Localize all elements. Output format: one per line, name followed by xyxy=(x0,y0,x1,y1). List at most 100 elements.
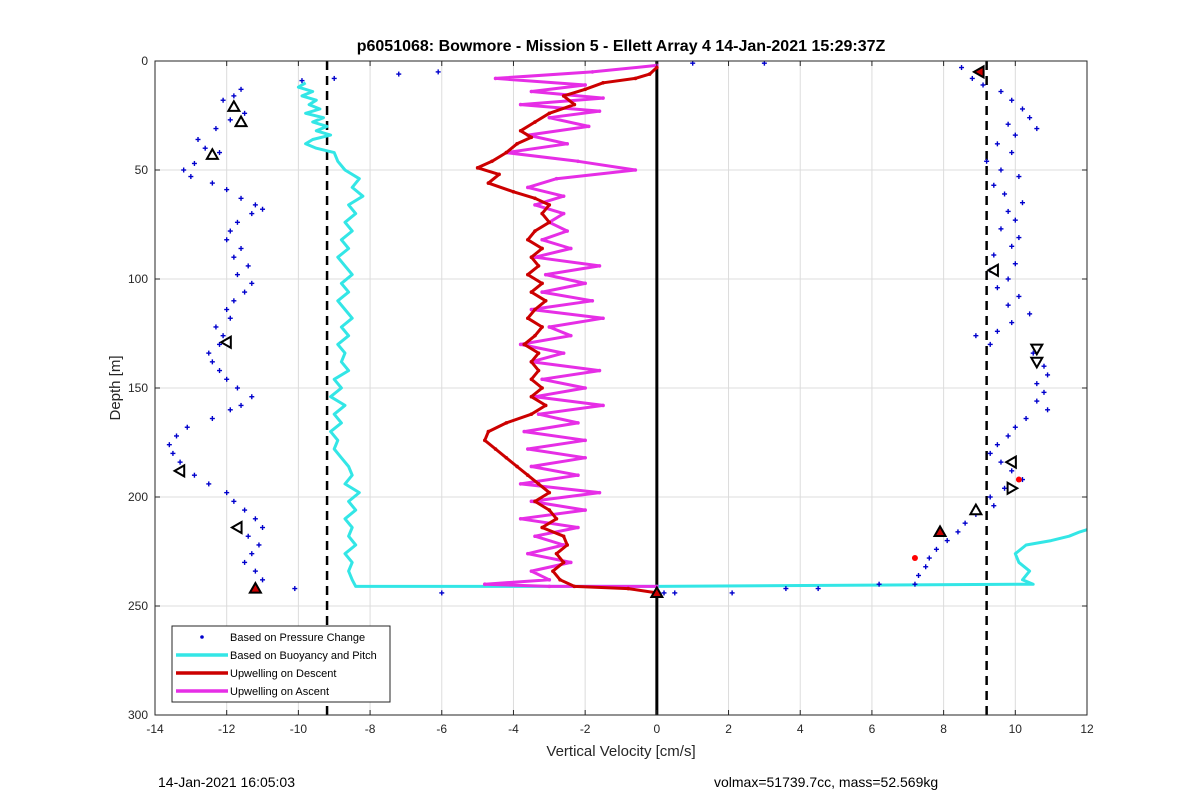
series-point-3 xyxy=(601,316,605,321)
pressure-change-point xyxy=(994,285,1000,291)
pressure-change-point xyxy=(260,525,266,531)
pressure-change-point xyxy=(1009,320,1015,326)
pressure-change-point xyxy=(206,350,212,356)
series-point-3 xyxy=(540,377,544,382)
x-tick-label: -4 xyxy=(508,722,519,736)
series-point-2 xyxy=(482,438,487,443)
triangle-marker xyxy=(1006,481,1020,496)
series-point-3 xyxy=(590,299,595,303)
triangle-marker xyxy=(968,502,984,516)
series-point-3 xyxy=(601,96,605,100)
pressure-change-point xyxy=(1009,150,1015,156)
series-point-2 xyxy=(533,307,537,312)
series-point-2 xyxy=(533,196,537,201)
pressure-change-point xyxy=(991,503,997,509)
series-point-2 xyxy=(540,281,544,286)
pressure-change-point xyxy=(1012,424,1018,430)
series-point-3 xyxy=(533,534,537,539)
y-tick-label: 300 xyxy=(128,708,148,722)
series-point-2 xyxy=(547,111,552,116)
pressure-change-point xyxy=(761,60,767,66)
legend-label-1: Based on Buoyancy and Pitch xyxy=(230,650,377,662)
x-tick-label: 10 xyxy=(1009,722,1023,736)
series-point-2 xyxy=(490,159,494,164)
x-tick-label: -2 xyxy=(580,722,591,736)
x-tick-label: -8 xyxy=(365,722,376,736)
pressure-change-point xyxy=(994,328,1000,334)
pressure-change-point xyxy=(234,219,240,225)
pressure-change-point xyxy=(249,211,255,217)
pressure-change-point xyxy=(224,490,230,496)
series-point-2 xyxy=(572,584,577,589)
pressure-change-point xyxy=(181,167,187,173)
series-point-3 xyxy=(493,76,498,81)
series-line-1 xyxy=(296,81,1088,588)
pressure-change-point xyxy=(231,498,237,504)
pressure-change-point xyxy=(231,93,237,99)
series-point-3 xyxy=(565,229,570,233)
pressure-change-point xyxy=(661,590,667,596)
series-point-2 xyxy=(497,172,501,177)
pressure-change-point xyxy=(174,433,180,439)
pressure-change-point xyxy=(672,590,678,596)
pressure-change-point xyxy=(1009,97,1015,103)
pressure-change-point xyxy=(238,245,244,251)
pressure-change-point xyxy=(1005,276,1011,282)
pressure-change-point xyxy=(231,298,237,304)
series-point-2 xyxy=(561,94,566,98)
series-point-2 xyxy=(511,190,516,194)
series-point-3 xyxy=(526,447,530,451)
series-point-2 xyxy=(601,81,605,85)
x-tick-label: -10 xyxy=(290,722,308,736)
pressure-change-point xyxy=(1034,126,1040,132)
series-point-3 xyxy=(554,176,559,181)
pressure-change-point xyxy=(184,424,190,430)
triangle-marker xyxy=(986,263,999,278)
series-point-3 xyxy=(529,499,534,504)
series-point-2 xyxy=(529,360,534,364)
pressure-change-point xyxy=(166,442,172,448)
pressure-change-point xyxy=(912,581,918,587)
pressure-change-point xyxy=(994,141,1000,147)
series-point-3 xyxy=(583,438,587,443)
pressure-change-point xyxy=(299,78,305,84)
series-point-3 xyxy=(576,159,580,164)
pressure-change-point xyxy=(1002,485,1008,491)
series-point-3 xyxy=(529,307,534,312)
pressure-change-point xyxy=(998,226,1004,232)
pressure-change-point xyxy=(1019,106,1025,112)
triangle-marker xyxy=(205,147,220,160)
series-point-3 xyxy=(547,115,552,120)
pressure-change-point xyxy=(690,60,696,66)
pressure-change-point xyxy=(991,182,997,188)
pressure-change-point xyxy=(170,450,176,456)
pressure-change-point xyxy=(1034,381,1040,387)
series-point-2 xyxy=(486,429,491,434)
series-point-3 xyxy=(529,464,534,469)
x-tick-label: -6 xyxy=(436,722,447,736)
pressure-change-point xyxy=(227,407,233,413)
series-point-3 xyxy=(540,237,544,242)
pressure-change-point xyxy=(980,82,986,88)
pressure-change-point xyxy=(252,516,258,522)
series-point-2 xyxy=(540,386,544,390)
series-point-2 xyxy=(526,473,530,478)
pressure-change-point xyxy=(729,590,735,596)
series-point-2 xyxy=(515,464,519,469)
series-point-2 xyxy=(504,455,509,460)
y-tick-label: 150 xyxy=(128,381,148,395)
series-point-2 xyxy=(515,142,519,146)
pressure-change-point xyxy=(331,75,337,81)
series-point-3 xyxy=(561,194,566,198)
pressure-change-point xyxy=(1027,115,1033,121)
series-point-2 xyxy=(518,128,523,133)
triangle-marker xyxy=(1029,356,1045,370)
series-point-3 xyxy=(583,508,587,512)
series-point-3 xyxy=(533,203,537,207)
triangle-marker xyxy=(219,334,232,350)
series-point-2 xyxy=(504,421,509,425)
pressure-change-point xyxy=(435,69,441,75)
pressure-change-point xyxy=(1002,191,1008,197)
pressure-change-point xyxy=(933,546,939,552)
series-point-3 xyxy=(569,333,573,338)
